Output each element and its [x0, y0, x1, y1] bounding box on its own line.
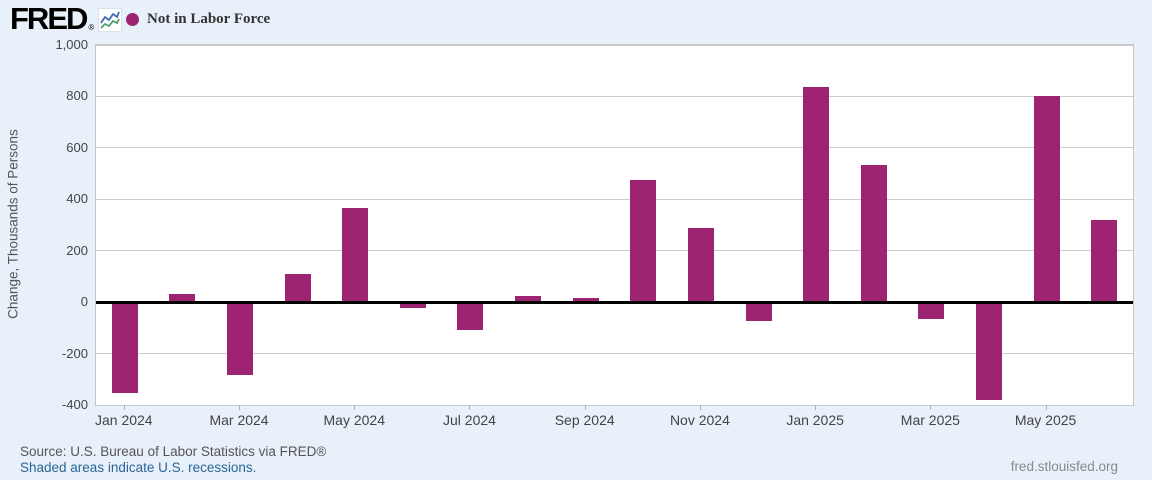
bar-may-2024[interactable] [342, 208, 369, 304]
x-tick-mark [239, 405, 241, 410]
x-tick-label: May 2024 [323, 412, 385, 428]
x-tick-label: Jan 2025 [786, 412, 844, 428]
bar-mar-2024[interactable] [227, 302, 254, 376]
zero-line [96, 300, 1133, 304]
bar-jan-2024[interactable] [111, 302, 138, 394]
fred-site-link[interactable]: fred.stlouisfed.org [1010, 459, 1118, 474]
fred-logo-text: FRED [10, 1, 88, 36]
gridline-y-600 [96, 147, 1133, 149]
registered-trademark: ® [88, 23, 95, 32]
x-tick-label: Mar 2025 [900, 412, 960, 428]
x-tick-mark [469, 405, 471, 410]
x-tick-mark [930, 405, 932, 410]
y-tick-label: 400 [66, 191, 88, 207]
bar-nov-2024[interactable] [687, 227, 714, 304]
bar-jul-2024[interactable] [457, 302, 484, 331]
x-tick-label: Jul 2024 [443, 412, 496, 428]
x-tick-mark [815, 405, 817, 410]
x-tick-mark [1045, 405, 1047, 410]
bar-mar-2025[interactable] [918, 302, 945, 319]
y-tick-label: 800 [66, 88, 88, 104]
series-color-dot-icon [126, 13, 139, 26]
legend-item-not-in-labor-force[interactable]: Not in Labor Force [126, 11, 270, 28]
x-tick-mark [584, 405, 586, 410]
plot-area [95, 44, 1134, 406]
gridline-y-1000 [96, 44, 1133, 46]
sparkline-chart-icon [98, 8, 123, 32]
gridline-y-400 [96, 198, 1133, 200]
gridline-y-800 [96, 95, 1133, 97]
y-axis-title: Change, Thousands of Persons [5, 129, 21, 319]
bar-apr-2024[interactable] [284, 273, 311, 304]
bar-apr-2025[interactable] [975, 302, 1002, 400]
bar-feb-2025[interactable] [860, 164, 887, 304]
bar-dec-2024[interactable] [745, 302, 772, 322]
y-tick-label: -400 [61, 397, 88, 412]
source-attribution: Source: U.S. Bureau of Labor Statistics … [20, 444, 327, 459]
x-tick-mark [354, 405, 356, 410]
y-tick-label: -200 [61, 345, 88, 361]
x-tick-label: Sep 2024 [554, 412, 615, 428]
bar-aug-2024[interactable] [515, 295, 542, 304]
x-tick-label: Nov 2024 [669, 412, 730, 428]
y-tick-label: 1,000 [55, 37, 88, 52]
bar-oct-2024[interactable] [630, 180, 657, 304]
y-tick-label: 0 [80, 294, 88, 310]
gridline-y--200 [96, 353, 1133, 355]
y-tick-label: 600 [66, 139, 88, 155]
recession-note-link[interactable]: Shaded areas indicate U.S. recessions. [20, 460, 257, 475]
x-tick-label: May 2025 [1014, 412, 1077, 428]
gridline-y-200 [96, 250, 1133, 252]
fred-logo[interactable]: FRED ® [10, 1, 123, 36]
x-tick-label: Mar 2024 [209, 412, 269, 428]
bar-jun-2024[interactable] [399, 302, 426, 309]
x-tick-mark [123, 405, 125, 410]
x-tick-mark [699, 405, 701, 410]
bar-feb-2024[interactable] [169, 294, 196, 304]
x-tick-label: Jan 2024 [94, 412, 153, 428]
gridline-y--400 [96, 404, 1133, 406]
bar-jun-2025[interactable] [1091, 219, 1118, 304]
legend-label: Not in Labor Force [147, 11, 271, 27]
bar-jan-2025[interactable] [803, 87, 830, 304]
bar-may-2025[interactable] [1033, 96, 1060, 304]
y-tick-label: 200 [66, 242, 88, 258]
